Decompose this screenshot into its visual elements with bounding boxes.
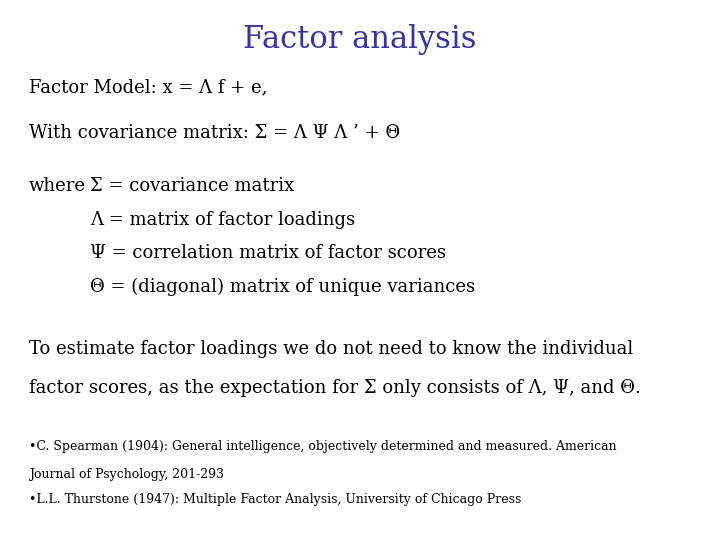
Text: Factor Model: x = Λ f + e,: Factor Model: x = Λ f + e,: [29, 78, 267, 96]
Text: Journal of Psychology, 201-293: Journal of Psychology, 201-293: [29, 468, 224, 481]
Text: Θ = (diagonal) matrix of unique variances: Θ = (diagonal) matrix of unique variance…: [90, 278, 475, 296]
Text: factor scores, as the expectation for Σ only consists of Λ, Ψ, and Θ.: factor scores, as the expectation for Σ …: [29, 379, 641, 397]
Text: Σ = covariance matrix: Σ = covariance matrix: [90, 177, 294, 195]
Text: Factor analysis: Factor analysis: [243, 24, 477, 55]
Text: Ψ = correlation matrix of factor scores: Ψ = correlation matrix of factor scores: [90, 244, 446, 262]
Text: With covariance matrix: Σ = Λ Ψ Λ ’ + Θ: With covariance matrix: Σ = Λ Ψ Λ ’ + Θ: [29, 124, 400, 142]
Text: •L.L. Thurstone (1947): Multiple Factor Analysis, University of Chicago Press: •L.L. Thurstone (1947): Multiple Factor …: [29, 493, 521, 506]
Text: Λ = matrix of factor loadings: Λ = matrix of factor loadings: [90, 211, 355, 228]
Text: •C. Spearman (1904): General intelligence, objectively determined and measured. : •C. Spearman (1904): General intelligenc…: [29, 440, 616, 453]
Text: where: where: [29, 177, 86, 195]
Text: To estimate factor loadings we do not need to know the individual: To estimate factor loadings we do not ne…: [29, 340, 633, 358]
